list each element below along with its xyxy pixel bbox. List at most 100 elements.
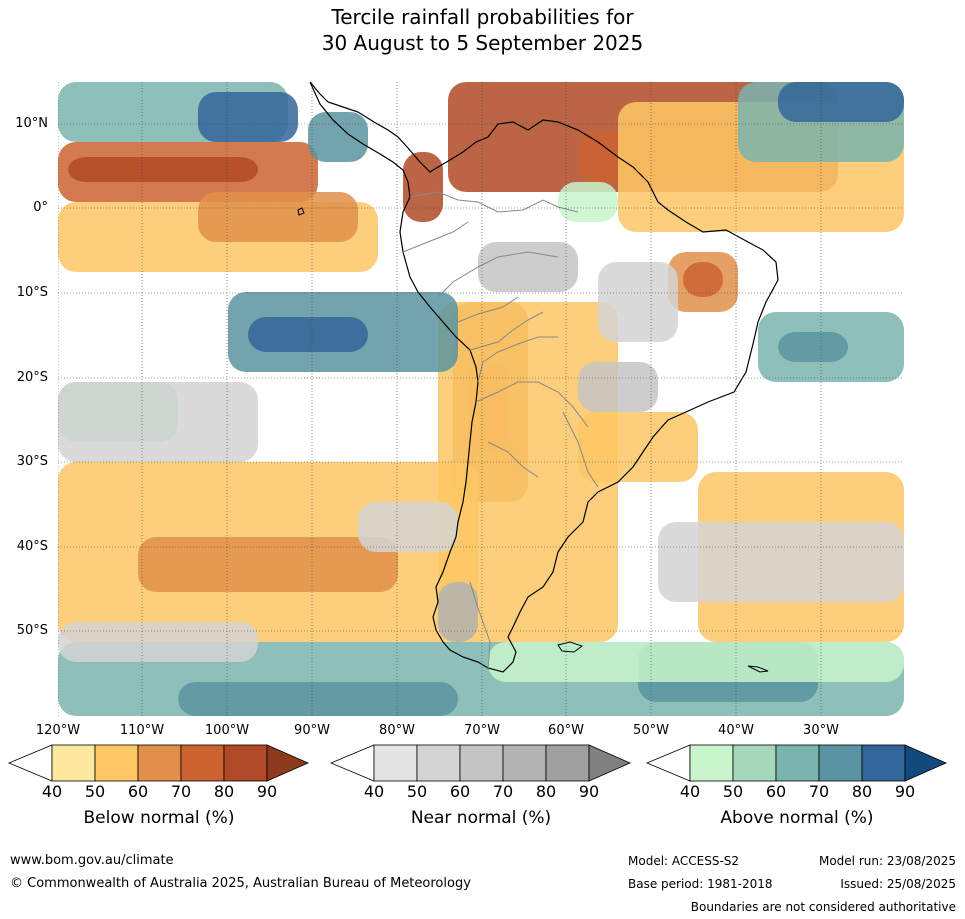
near-normal-patch	[438, 582, 478, 642]
colorbar-tick-label: 70	[808, 782, 830, 801]
copyright-text: © Commonwealth of Australia 2025, Austra…	[10, 876, 471, 891]
issued-text: Issued: 25/08/2025	[840, 877, 956, 891]
south-america-landmass	[297, 82, 779, 673]
colorbar-swatch	[775, 744, 820, 782]
above-normal-patch	[488, 642, 904, 682]
colorbar-swatch	[861, 744, 906, 782]
colorbar-low-extension	[645, 744, 691, 782]
longitude-label: 50°W	[633, 723, 669, 738]
colorbar-low-extension	[7, 744, 53, 782]
colorbar-swatch	[818, 744, 863, 782]
colorbar-tick-label: 90	[256, 782, 278, 801]
below-normal-patch	[68, 157, 258, 182]
colorbar-tick-label: 60	[127, 782, 149, 801]
colorbar-tick-label: 50	[722, 782, 744, 801]
website-text: www.bom.gov.au/climate	[10, 853, 174, 868]
colorbar-tick-label: 90	[578, 782, 600, 801]
latitude-label: 40°S	[16, 539, 48, 554]
colorbar-tick-label: 90	[894, 782, 916, 801]
colorbar-tick-label: 40	[679, 782, 701, 801]
near-normal-patch	[58, 382, 258, 462]
colorbar-tick-label: 40	[41, 782, 63, 801]
near-normal-patch	[478, 242, 578, 292]
colorbar-swatch	[180, 744, 225, 782]
above-normal-patch	[198, 92, 298, 142]
colorbar-below-label: Below normal (%)	[83, 808, 235, 828]
colorbar-tick-label: 60	[765, 782, 787, 801]
above-normal-patch	[308, 112, 368, 162]
colorbar-high-extension	[588, 744, 631, 782]
longitude-label: 30°W	[803, 723, 839, 738]
below-normal-patch	[198, 192, 358, 242]
colorbar-swatch	[51, 744, 96, 782]
colorbar-swatch	[732, 744, 777, 782]
latitude-label: 50°S	[16, 623, 48, 638]
longitude-label: 100°W	[204, 723, 250, 738]
latitude-label: 0°	[33, 200, 48, 215]
colorbar-tick-label: 40	[363, 782, 385, 801]
below-normal-patch	[138, 537, 398, 592]
latitude-label: 10°S	[16, 285, 48, 300]
above-normal-patch	[778, 332, 848, 362]
above-normal-patch	[558, 182, 618, 222]
longitude-label: 80°W	[379, 723, 415, 738]
south-georgia-island	[747, 665, 769, 673]
longitude-label: 110°W	[119, 723, 165, 738]
near-normal-patch	[578, 362, 658, 412]
galapagos-island	[297, 207, 305, 216]
coastline	[309, 82, 779, 673]
colorbar-swatch	[137, 744, 182, 782]
colorbar-tick-label: 50	[84, 782, 106, 801]
colorbar-low-extension	[329, 744, 375, 782]
title-line-2: 30 August to 5 September 2025	[321, 31, 644, 55]
title-line-1: Tercile rainfall probabilities for	[331, 5, 634, 29]
colorbar-tick-label: 60	[449, 782, 471, 801]
colorbar-tick-label: 80	[851, 782, 873, 801]
colorbar-above	[645, 744, 948, 786]
colorbar-swatch	[94, 744, 139, 782]
probability-map	[58, 82, 904, 716]
above-normal-patch	[178, 682, 458, 716]
below-normal-patch	[683, 262, 723, 297]
colorbar-near-swatches	[329, 744, 631, 782]
disclaimer-text: Boundaries are not considered authoritat…	[690, 900, 956, 914]
colorbar-near-label: Near normal (%)	[410, 808, 552, 828]
colorbar-below	[7, 744, 310, 786]
colorbar-swatch	[459, 744, 504, 782]
above-normal-patch	[778, 82, 904, 122]
colorbar-near	[329, 744, 632, 786]
colorbar-swatch	[373, 744, 418, 782]
colorbar-tick-label: 80	[213, 782, 235, 801]
colorbar-high-extension	[266, 744, 309, 782]
colorbar-tick-label: 70	[170, 782, 192, 801]
colorbar-above-label: Above normal (%)	[720, 808, 874, 828]
colorbar-swatch	[416, 744, 461, 782]
longitude-label: 60°W	[548, 723, 584, 738]
longitude-label: 70°W	[464, 723, 500, 738]
base-period-text: Base period: 1981-2018	[628, 877, 773, 891]
colorbar-swatch	[545, 744, 590, 782]
below-normal-patch	[438, 302, 618, 642]
colorbar-swatch	[502, 744, 547, 782]
map-title: Tercile rainfall probabilities for 30 Au…	[0, 4, 965, 56]
falkland-islands	[557, 641, 584, 653]
colorbar-high-extension	[904, 744, 947, 782]
latitude-label: 10°N	[15, 116, 48, 131]
colorbar-tick-label: 80	[535, 782, 557, 801]
near-normal-patch	[658, 522, 904, 602]
probability-fields	[58, 82, 904, 716]
longitude-label: 90°W	[294, 723, 330, 738]
colorbar-tick-label: 70	[492, 782, 514, 801]
colorbar-above-swatches	[645, 744, 947, 782]
near-normal-patch	[58, 622, 258, 662]
country-borders	[402, 191, 599, 671]
below-normal-patch	[578, 412, 698, 482]
colorbar-tick-label: 50	[406, 782, 428, 801]
model-run-text: Model run: 23/08/2025	[818, 854, 956, 868]
map-canvas	[58, 82, 904, 716]
longitude-label: 120°W	[35, 723, 81, 738]
model-text: Model: ACCESS-S2	[628, 854, 740, 868]
near-normal-patch	[358, 502, 458, 552]
above-normal-patch	[248, 317, 368, 352]
graticule	[58, 82, 904, 716]
